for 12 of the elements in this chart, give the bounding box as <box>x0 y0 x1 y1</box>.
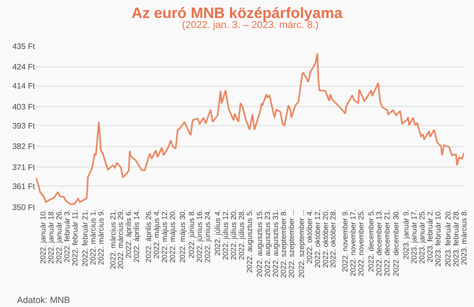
y-tick-label: 371 Ft <box>12 163 36 172</box>
text: Adatok: MNB <box>17 295 70 305</box>
y-tick-label: 435 Ft <box>12 42 36 51</box>
y-tick-label: 393 Ft <box>12 121 36 130</box>
y-tick-label: 361 Ft <box>12 182 36 191</box>
y-tick-label: 424 Ft <box>12 62 36 72</box>
y-tick-label: 414 Ft <box>12 82 36 91</box>
y-tick-label: 350 Ft <box>12 202 36 212</box>
y-tick-label: 403 Ft <box>12 102 36 112</box>
line-series <box>36 52 464 206</box>
chart-subtitle: (2022. jan. 3. – 2023. márc. 8.) <box>182 20 319 31</box>
y-tick-label: 382 Ft <box>12 142 36 152</box>
